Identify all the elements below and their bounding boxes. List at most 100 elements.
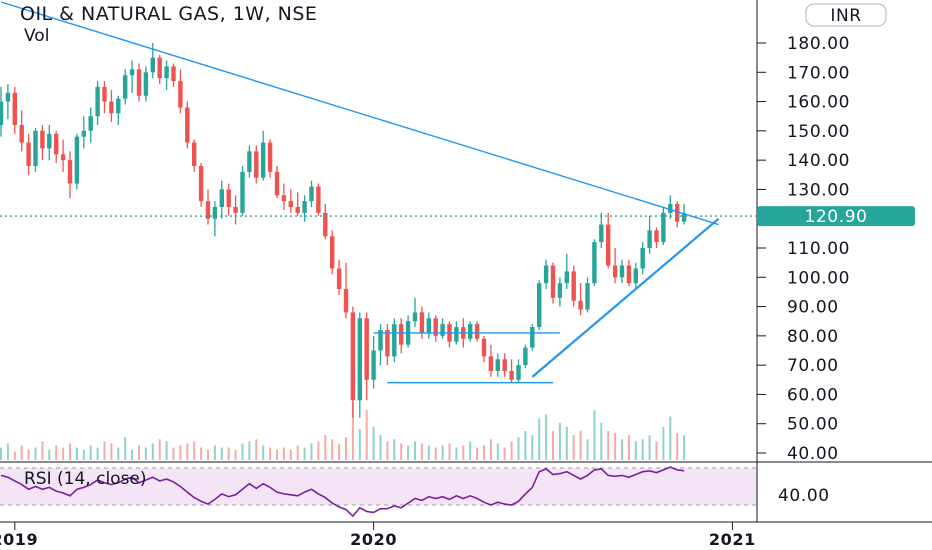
volume-bar — [179, 445, 182, 460]
price-axis: 180.00170.00160.00150.00140.00130.00120.… — [757, 34, 850, 464]
price-tick-label: 80.00 — [787, 327, 839, 347]
candle-body — [212, 207, 218, 219]
volume-bar — [282, 447, 285, 460]
candle-body — [626, 265, 632, 284]
candle-body — [612, 265, 618, 278]
volume-bar — [34, 447, 37, 460]
volume-bar — [393, 439, 396, 460]
volume-bar — [255, 439, 258, 460]
candle-body — [675, 204, 680, 222]
price-tick-label: 140.00 — [787, 151, 850, 171]
volume-bar — [448, 443, 451, 460]
volume-bar — [593, 410, 596, 460]
candle-body — [143, 72, 149, 96]
candle-body — [550, 265, 556, 298]
trendline-down-sloping — [0, 1, 719, 226]
currency-badge-label: INR — [830, 6, 861, 26]
volume-bar — [386, 441, 389, 460]
price-tick-label: 40.00 — [787, 444, 839, 464]
candle-body — [619, 265, 625, 278]
volume-bar — [662, 426, 665, 460]
volume-bar — [131, 449, 134, 460]
volume-bar — [338, 443, 341, 460]
candle-body — [668, 204, 673, 213]
volume-bar — [641, 439, 644, 460]
volume-bar — [600, 422, 603, 460]
candle-body — [109, 101, 114, 114]
candle-body — [592, 242, 597, 284]
rsi-legend: RSI (14, close) — [24, 469, 147, 489]
candle-body — [426, 318, 431, 333]
trendlines — [0, 1, 720, 384]
volume-bar — [621, 439, 623, 460]
candle-body — [516, 365, 521, 380]
price-tick-label: 70.00 — [787, 356, 839, 376]
volume-bar — [110, 443, 113, 460]
candle-body — [171, 66, 176, 82]
volume-bars — [0, 402, 686, 460]
candle-body — [233, 207, 238, 213]
volume-bar — [558, 422, 561, 460]
candle-body — [330, 236, 335, 269]
volume-bar — [151, 443, 154, 460]
candle-body — [654, 230, 659, 243]
volume-bar — [489, 439, 492, 460]
candle-body — [0, 101, 4, 125]
volume-bar — [331, 439, 334, 460]
candle-body — [116, 98, 121, 114]
candle-body — [67, 160, 73, 184]
last-price-label-box — [757, 206, 915, 227]
candle-body — [150, 57, 155, 73]
candle-body — [192, 142, 197, 166]
candle-body — [557, 283, 563, 298]
volume-bar — [324, 435, 327, 460]
candle-body — [316, 186, 321, 213]
candle-body — [564, 271, 569, 284]
candle-body — [661, 212, 666, 243]
candle-body — [123, 75, 128, 99]
volume-bar — [69, 443, 71, 460]
candle-body — [5, 92, 11, 102]
candle-body — [54, 133, 59, 155]
candle-body — [102, 86, 107, 102]
price-tick-label: 110.00 — [787, 239, 850, 259]
candle-body — [399, 324, 404, 345]
candle-body — [267, 142, 273, 172]
candle-body — [633, 268, 638, 284]
candle-body — [323, 212, 328, 237]
volume-bar — [483, 445, 485, 460]
volume-bar — [158, 439, 161, 460]
candle-body — [19, 125, 24, 143]
price-tick-label: 130.00 — [787, 180, 850, 200]
rsi-band — [0, 468, 757, 505]
currency-badge[interactable] — [805, 3, 887, 27]
candle-body — [364, 318, 369, 380]
volume-bar — [345, 437, 347, 460]
volume-bar — [634, 441, 637, 460]
volume-bar — [13, 451, 16, 460]
candle-body — [12, 92, 17, 125]
candle-body — [474, 324, 480, 339]
candle-body — [578, 300, 583, 310]
volume-bar — [103, 441, 106, 460]
candle-body — [495, 359, 500, 371]
volume-bar — [607, 431, 610, 460]
volume-bar — [27, 449, 30, 460]
candle-body — [164, 66, 169, 79]
candle-body — [295, 207, 300, 213]
candle-body — [336, 268, 342, 289]
time-tick-label: 2021 — [709, 530, 756, 549]
volume-bar — [165, 441, 168, 460]
candle-body — [599, 224, 604, 243]
candle-body — [585, 283, 590, 310]
candle-body — [157, 57, 162, 79]
volume-bar — [186, 443, 189, 460]
volume-bar — [234, 449, 237, 460]
volume-bar — [96, 447, 99, 460]
price-tick-label: 180.00 — [787, 34, 850, 54]
volume-bar — [552, 431, 554, 460]
volume-bar — [289, 449, 292, 460]
candle-body — [606, 224, 611, 266]
candles — [0, 43, 687, 418]
